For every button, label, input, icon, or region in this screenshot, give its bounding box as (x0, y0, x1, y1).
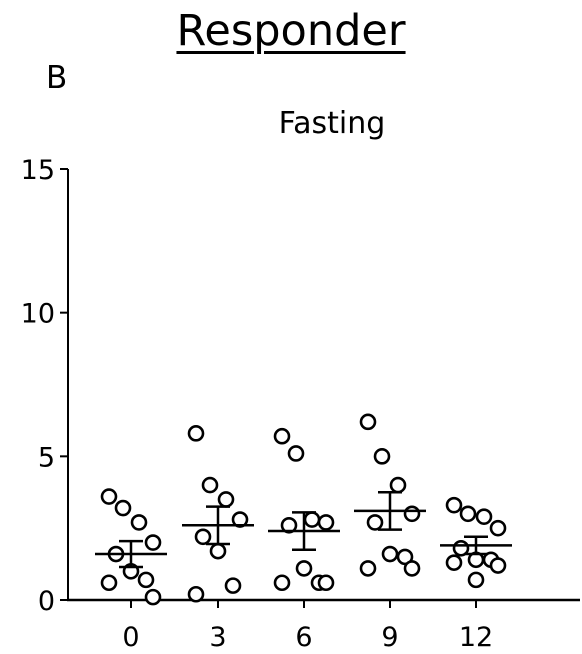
data-point (396, 548, 414, 566)
data-point (100, 574, 118, 592)
data-point (317, 574, 335, 592)
data-point (137, 571, 155, 589)
data-point (231, 511, 249, 528)
data-point (489, 519, 507, 537)
data-point (280, 516, 298, 534)
y-tick-label: 10 (21, 299, 55, 330)
data-point (187, 425, 205, 442)
y-tick-label: 5 (38, 442, 55, 473)
data-point (389, 476, 407, 494)
data-point (303, 511, 321, 528)
y-tick-label: 0 (38, 586, 55, 617)
data-point (459, 505, 477, 523)
data-point (209, 542, 227, 560)
data-point (317, 514, 335, 531)
data-point (489, 557, 507, 574)
data-point (467, 571, 485, 589)
data-point (359, 560, 377, 577)
data-point (144, 534, 162, 551)
data-point (445, 496, 463, 514)
x-tick-label: 6 (295, 622, 312, 653)
data-point (366, 514, 384, 531)
data-point (359, 413, 377, 431)
data-point (445, 554, 463, 571)
x-tick-label: 3 (209, 622, 226, 653)
data-point (475, 508, 493, 525)
data-point (273, 574, 291, 592)
data-point (217, 491, 235, 508)
x-tick-label: 0 (122, 622, 139, 653)
figure-heading: Responder (176, 6, 406, 56)
data-point (194, 528, 212, 546)
data-point (381, 545, 399, 563)
chart-title: Fasting (278, 106, 386, 141)
panel-letter: B (46, 60, 68, 96)
data-point (100, 488, 118, 505)
x-tick-label: 9 (381, 622, 398, 653)
data-point (403, 505, 421, 523)
data-point (187, 585, 205, 603)
data-point (201, 476, 219, 494)
data-point (373, 448, 391, 465)
data-point (403, 560, 421, 577)
data-point (273, 427, 291, 445)
y-tick-label: 15 (21, 155, 55, 186)
data-point (295, 560, 313, 577)
data-point (130, 514, 148, 531)
x-tick-label: 12 (459, 622, 493, 653)
data-point (287, 445, 305, 462)
data-point (144, 588, 162, 606)
data-point (114, 499, 132, 517)
data-point (224, 577, 242, 594)
